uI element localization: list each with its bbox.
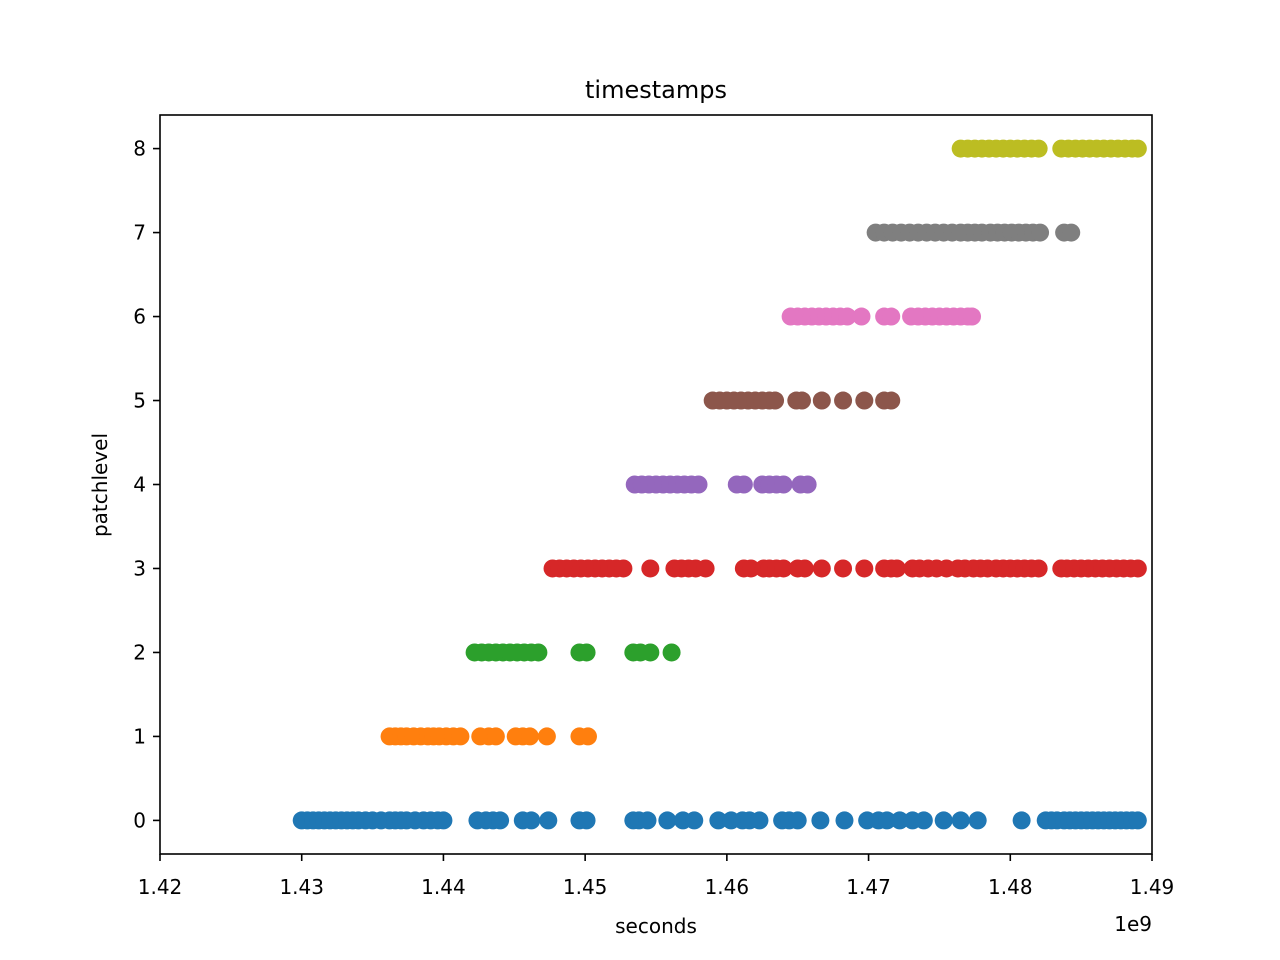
- data-point: [812, 559, 831, 578]
- data-point: [968, 811, 987, 830]
- data-point: [774, 475, 793, 494]
- data-point: [662, 643, 681, 662]
- series-level-4: [625, 475, 817, 494]
- y-tick-label: 4: [133, 473, 146, 497]
- data-point: [1062, 223, 1081, 242]
- data-point: [734, 475, 753, 494]
- data-point: [774, 559, 793, 578]
- data-point: [520, 727, 539, 746]
- x-axis-ticks: 1.42 1.43 1.44 1.45 1.46 1.47 1.48 1.49: [138, 854, 1175, 899]
- x-tick-label: 1.47: [846, 875, 891, 899]
- series-level-5: [703, 391, 901, 410]
- series-level-2: [465, 643, 681, 662]
- data-point: [795, 559, 814, 578]
- data-point: [1128, 811, 1147, 830]
- data-point: [689, 475, 708, 494]
- y-tick-label: 5: [133, 389, 146, 413]
- data-point: [887, 559, 906, 578]
- data-point: [882, 391, 901, 410]
- series-level-1: [380, 727, 597, 746]
- data-point: [522, 811, 541, 830]
- y-tick-label: 8: [133, 137, 146, 161]
- data-point: [852, 307, 871, 326]
- data-point: [696, 559, 715, 578]
- data-point: [1128, 559, 1147, 578]
- data-point: [788, 811, 807, 830]
- data-point: [890, 811, 909, 830]
- data-point: [614, 559, 633, 578]
- data-point: [834, 391, 853, 410]
- data-point: [1031, 223, 1050, 242]
- data-points: [292, 139, 1147, 830]
- data-point: [709, 811, 728, 830]
- data-point: [834, 559, 853, 578]
- data-point: [877, 811, 896, 830]
- data-point: [855, 559, 874, 578]
- y-tick-label: 1: [133, 724, 146, 748]
- data-point: [451, 727, 470, 746]
- y-axis-label: patchlevel: [88, 433, 112, 537]
- data-point: [798, 475, 817, 494]
- data-point: [486, 727, 505, 746]
- data-point: [434, 811, 453, 830]
- x-tick-label: 1.42: [138, 875, 183, 899]
- chart-title: timestamps: [585, 76, 727, 104]
- data-point: [766, 391, 785, 410]
- data-point: [491, 811, 510, 830]
- data-point: [812, 391, 831, 410]
- series-level-8: [951, 139, 1147, 158]
- x-tick-label: 1.48: [988, 875, 1033, 899]
- series-level-7: [866, 223, 1081, 242]
- data-point: [578, 727, 597, 746]
- y-tick-label: 7: [133, 221, 146, 245]
- data-point: [658, 811, 677, 830]
- data-point: [855, 391, 874, 410]
- series-level-3: [543, 559, 1147, 578]
- data-point: [539, 811, 558, 830]
- data-point: [792, 391, 811, 410]
- y-axis-ticks: 0 1 2 3 4 5 6 7 8: [133, 137, 160, 832]
- data-point: [577, 643, 596, 662]
- data-point: [685, 811, 704, 830]
- data-point: [934, 811, 953, 830]
- data-point: [811, 811, 830, 830]
- data-point: [838, 307, 857, 326]
- data-point: [963, 307, 982, 326]
- x-tick-label: 1.46: [705, 875, 750, 899]
- data-point: [914, 811, 933, 830]
- data-point: [537, 727, 556, 746]
- data-point: [882, 307, 901, 326]
- y-tick-label: 0: [133, 808, 146, 832]
- data-point: [1029, 139, 1048, 158]
- data-point: [529, 643, 548, 662]
- data-point: [1128, 139, 1147, 158]
- data-point: [1012, 811, 1031, 830]
- y-tick-label: 2: [133, 640, 146, 664]
- x-tick-label: 1.44: [421, 875, 466, 899]
- y-tick-label: 6: [133, 305, 146, 329]
- x-axis-offset-label: 1e9: [1114, 912, 1152, 936]
- x-tick-label: 1.49: [1130, 875, 1175, 899]
- data-point: [741, 559, 760, 578]
- data-point: [835, 811, 854, 830]
- data-point: [641, 643, 660, 662]
- series-level-6: [781, 307, 982, 326]
- data-point: [638, 811, 657, 830]
- y-tick-label: 3: [133, 556, 146, 580]
- data-point: [951, 811, 970, 830]
- series-level-0: [292, 811, 1147, 830]
- data-point: [577, 811, 596, 830]
- x-tick-label: 1.45: [563, 875, 608, 899]
- x-tick-label: 1.43: [279, 875, 324, 899]
- data-point: [1029, 559, 1048, 578]
- data-point: [750, 811, 769, 830]
- data-point: [641, 559, 660, 578]
- x-axis-label: seconds: [615, 914, 697, 938]
